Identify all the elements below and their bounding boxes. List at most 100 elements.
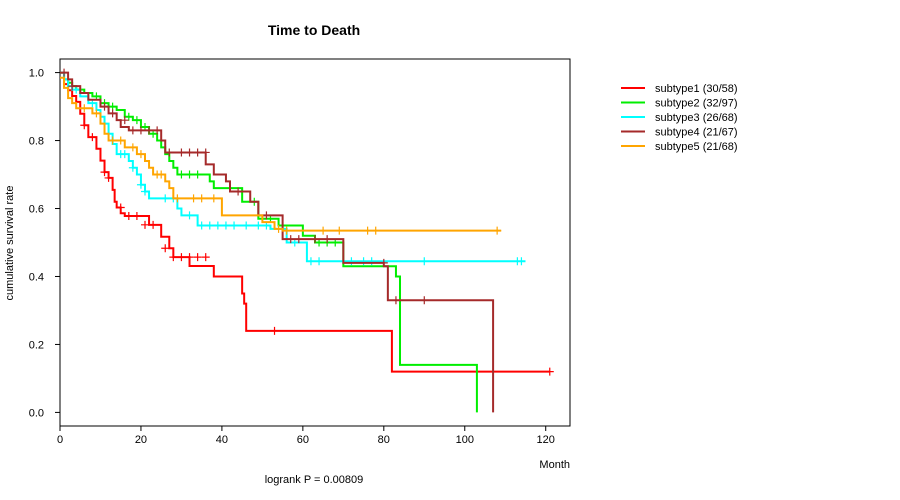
censor-mark <box>100 102 109 111</box>
censor-mark <box>100 168 109 177</box>
censor-mark <box>294 235 303 244</box>
censor-mark <box>209 194 218 203</box>
censor-mark <box>128 126 137 135</box>
censor-mark <box>165 148 174 157</box>
censor-mark <box>185 211 194 220</box>
legend-item: subtype3 (26/68) <box>621 112 738 124</box>
series-subtype1 <box>60 71 554 376</box>
censor-mark <box>80 121 89 130</box>
censor-mark <box>124 211 133 220</box>
censor-mark <box>161 194 170 203</box>
x-axis: 0 20 40 60 80 100 120 <box>57 426 555 446</box>
legend-label: subtype1 (30/58) <box>655 83 738 95</box>
survival-curve <box>60 71 526 263</box>
censor-mark <box>116 203 125 212</box>
y-tick-label: 0.6 <box>29 204 44 216</box>
censor-mark <box>141 220 149 229</box>
censor-mark <box>517 257 526 266</box>
y-tick-label: 0.2 <box>29 339 44 351</box>
censor-mark <box>177 170 186 179</box>
x-axis-label: Month <box>539 459 570 471</box>
series-subtype3 <box>60 71 526 266</box>
survival-curves <box>60 68 554 413</box>
censor-mark <box>197 194 206 203</box>
censor-mark <box>185 148 194 157</box>
censor-mark <box>161 244 170 253</box>
censor-mark <box>379 258 388 267</box>
censor-mark <box>124 112 133 121</box>
censor-mark <box>128 143 137 152</box>
censor-mark <box>136 126 145 135</box>
legend-label: subtype2 (32/97) <box>655 98 738 110</box>
censor-mark <box>230 221 239 230</box>
censor-mark <box>201 253 210 262</box>
censor-mark <box>177 253 186 262</box>
censor-mark <box>391 296 400 305</box>
legend-label: subtype5 (21/68) <box>655 141 738 153</box>
logrank-annotation: logrank P = 0.00809 <box>265 474 364 486</box>
series-subtype5 <box>60 76 502 235</box>
chart-title: Time to Death <box>268 22 360 38</box>
series-subtype2 <box>60 71 478 413</box>
censor-mark <box>286 235 295 244</box>
x-tick-label: 80 <box>378 434 390 446</box>
censor-mark <box>371 226 380 235</box>
censor-mark <box>367 257 376 266</box>
x-tick-label: 20 <box>135 434 147 446</box>
censor-mark <box>120 116 129 125</box>
censor-mark <box>157 170 166 179</box>
censor-mark <box>136 150 145 159</box>
x-tick-label: 40 <box>216 434 228 446</box>
censor-mark <box>221 221 230 230</box>
censor-mark <box>323 235 332 244</box>
censor-mark <box>116 136 125 145</box>
legend-item: subtype2 (32/97) <box>621 98 738 110</box>
censor-mark <box>335 226 344 235</box>
censor-mark <box>315 257 324 266</box>
censor-mark <box>149 220 158 229</box>
censor-mark <box>169 253 178 262</box>
y-axis-label: cumulative survival rate <box>4 186 16 301</box>
x-tick-label: 120 <box>537 434 555 446</box>
censor-mark <box>311 235 319 244</box>
censor-mark <box>254 221 263 230</box>
censor-mark <box>136 180 145 189</box>
censor-mark <box>173 194 182 203</box>
censor-mark <box>185 253 194 262</box>
censor-mark <box>201 148 210 157</box>
y-tick-label: 0.8 <box>29 136 44 148</box>
censor-mark <box>274 224 283 233</box>
x-tick-label: 60 <box>297 434 309 446</box>
plot-frame <box>59 58 571 427</box>
x-tick-label: 100 <box>456 434 474 446</box>
censor-mark <box>153 126 162 135</box>
censor-mark <box>234 187 243 196</box>
censor-mark <box>359 257 368 266</box>
censor-mark <box>141 187 149 196</box>
censor-mark <box>420 257 429 266</box>
legend-item: subtype4 (21/67) <box>621 127 738 139</box>
censor-mark <box>193 253 202 262</box>
legend-label: subtype3 (26/68) <box>655 112 738 124</box>
censor-mark <box>189 194 198 203</box>
censor-mark <box>197 221 206 230</box>
survival-curve <box>60 71 495 413</box>
censor-mark <box>213 221 222 230</box>
censor-mark <box>193 170 202 179</box>
censor-mark <box>60 68 69 77</box>
series-subtype4 <box>60 68 495 413</box>
censor-mark <box>120 150 129 159</box>
survival-curve <box>60 71 550 373</box>
censor-mark <box>270 326 279 335</box>
censor-mark <box>68 82 77 91</box>
censor-mark <box>306 257 315 266</box>
censor-mark <box>80 104 89 113</box>
censor-mark <box>108 102 117 111</box>
survival-curve <box>60 71 478 413</box>
censor-mark <box>363 226 372 235</box>
censor-mark <box>545 367 554 376</box>
censor-mark <box>262 211 271 220</box>
censor-mark <box>193 148 202 157</box>
censor-mark <box>145 126 154 135</box>
